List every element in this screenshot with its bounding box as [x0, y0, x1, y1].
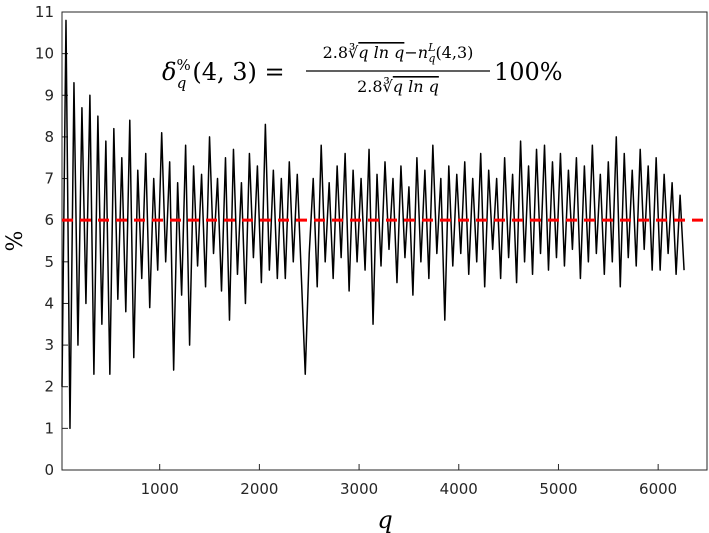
data-line — [61, 19, 685, 430]
plot-area: 1000 2000 3000 4000 5000 6000 0 1 2 3 4 5 6 7 8 9 10 11 — [35, 3, 708, 498]
axes-box — [61, 11, 708, 471]
x-axis-label: q — [377, 506, 392, 533]
y-tick-label: 2 — [44, 378, 54, 396]
x-tick-label: 6000 — [639, 480, 677, 498]
formula-lhs: δ% q (4, 3) = — [162, 56, 285, 92]
y-tick-label: 8 — [44, 128, 54, 146]
x-tick-label: 2000 — [240, 480, 278, 498]
y-tick-label: 3 — [44, 336, 54, 354]
x-tick-label: 5000 — [539, 480, 577, 498]
x-tick-label: 1000 — [141, 480, 179, 498]
y-axis-label: % — [3, 231, 28, 252]
x-tick-label: 4000 — [440, 480, 478, 498]
y-tick-label: 1 — [44, 419, 54, 437]
y-tick-label: 5 — [44, 253, 54, 271]
y-tick-label: 9 — [44, 86, 54, 104]
formula-numerator: 2.8∛q ln q−nL q(4,3) — [323, 41, 474, 65]
y-tick-label: 11 — [35, 3, 54, 21]
y-tick-label: 10 — [35, 45, 54, 63]
formula-denominator: 2.8∛q ln q — [357, 77, 439, 96]
x-tick-label: 3000 — [340, 480, 378, 498]
y-tick-label: 6 — [44, 211, 54, 229]
y-tick-label: 7 — [44, 170, 54, 188]
y-tick-label: 0 — [44, 461, 54, 479]
formula: δ% q (4, 3) = 2.8∛q ln q−nL q(4,3) 2.8∛q ln… — [162, 41, 563, 96]
y-tick-label: 4 — [44, 294, 54, 312]
formula-suffix: 100% — [494, 58, 563, 86]
